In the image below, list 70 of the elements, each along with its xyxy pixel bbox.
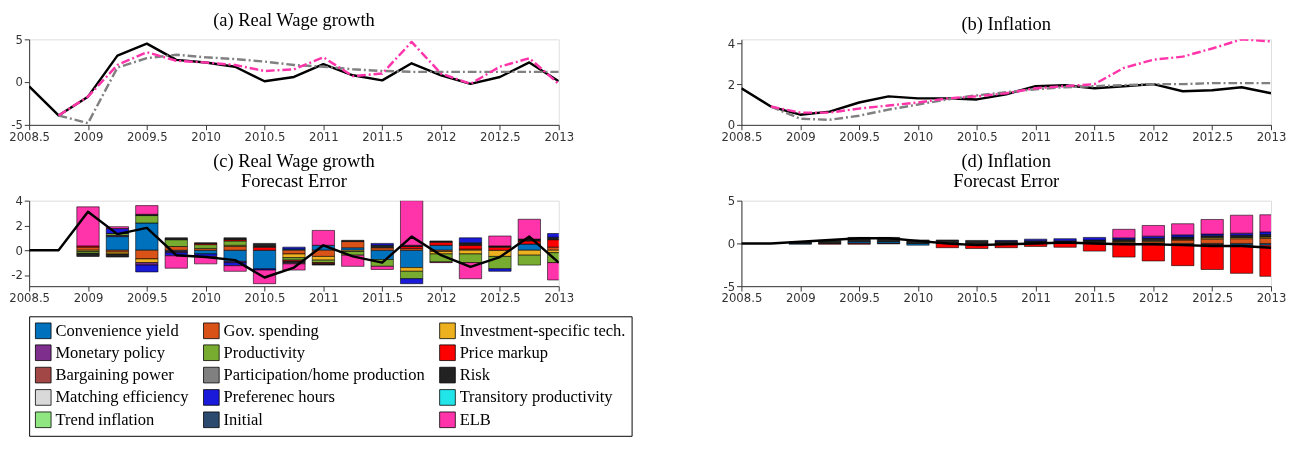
x-tick-label: 2011 (1021, 129, 1051, 144)
x-tick-label: 2010.5 (244, 129, 286, 144)
x-tick-label: 2009.5 (839, 291, 880, 306)
legend-label: Monetary policy (55, 342, 166, 362)
x-tick-label: 2010.5 (244, 291, 286, 306)
x-tick-label: 2012 (426, 291, 457, 306)
chart-subtitle: Forecast Error (953, 171, 1060, 192)
y-tick-label: -5 (723, 279, 736, 294)
y-tick-label: 0 (727, 236, 736, 251)
y-tick-label: 0 (15, 243, 23, 258)
x-tick-label: 2009 (73, 291, 104, 306)
legend-label: Price markup (459, 342, 549, 362)
chart-title: (c) Real Wage growth (213, 150, 375, 172)
legend-label: Trend inflation (55, 409, 155, 429)
x-tick-label: 2010.5 (956, 291, 998, 306)
legend-label: Initial (223, 409, 264, 429)
x-tick-label: 2010.5 (956, 129, 998, 144)
legend-label: Gov. spending (223, 320, 319, 340)
y-tick-label: 2 (727, 77, 736, 92)
y-tick-label: -2 (11, 268, 23, 283)
legend-label: ELB (459, 409, 491, 429)
y-tick-label: 5 (15, 32, 23, 47)
x-tick-label: 2009.5 (839, 129, 880, 144)
legend-label: Preferenec hours (223, 387, 335, 407)
legend-label: Convenience yield (55, 320, 180, 340)
legend-label: Risk (459, 364, 491, 384)
x-tick-label: 2011 (309, 129, 339, 144)
x-tick-label: 2011 (309, 291, 339, 306)
x-tick-label: 2012.5 (1192, 129, 1234, 144)
x-tick-label: 2012 (426, 129, 457, 144)
chart-title: (d) Inflation (961, 150, 1052, 172)
x-tick-label: 2011.5 (1074, 129, 1116, 144)
x-tick-label: 2013 (544, 129, 575, 144)
x-tick-label: 2011.5 (362, 291, 404, 306)
chart-title: (b) Inflation (961, 13, 1052, 35)
legend-label: Transitory productivity (459, 387, 614, 407)
x-tick-label: 2011.5 (362, 129, 404, 144)
x-tick-label: 2013 (1256, 291, 1287, 306)
legend-label: Matching efficiency (55, 387, 190, 407)
x-tick-label: 2011.5 (1074, 291, 1116, 306)
x-tick-label: 2010 (903, 129, 934, 144)
x-tick-label: 2011 (1021, 291, 1051, 306)
y-tick-label: 5 (727, 194, 736, 209)
x-tick-label: 2012 (1138, 129, 1169, 144)
legend-label: Investment-specific tech. (459, 320, 626, 340)
y-tick-label: 4 (727, 36, 736, 51)
x-tick-label: 2013 (1256, 129, 1287, 144)
x-tick-label: 2010 (191, 129, 221, 144)
y-tick-label: 0 (15, 75, 23, 90)
legend-label: Bargaining power (55, 364, 175, 384)
x-tick-label: 2012.5 (479, 129, 521, 144)
x-tick-label: 2013 (544, 291, 575, 306)
x-tick-label: 2009 (785, 129, 816, 144)
x-tick-label: 2009.5 (126, 129, 168, 144)
y-tick-label: 4 (15, 194, 23, 209)
x-tick-label: 2009 (785, 291, 816, 306)
legend-label: Participation/home production (223, 364, 425, 384)
x-tick-label: 2008.5 (721, 291, 763, 306)
chart-title: (a) Real Wage growth (213, 9, 375, 31)
x-tick-label: 2010 (903, 291, 934, 306)
legend-label: Productivity (223, 342, 306, 362)
x-tick-label: 2009 (73, 129, 104, 144)
chart-subtitle: Forecast Error (240, 171, 347, 192)
x-tick-label: 2012.5 (479, 291, 521, 306)
x-tick-label: 2009.5 (126, 291, 168, 306)
x-tick-label: 2010 (191, 291, 221, 306)
x-tick-label: 2012.5 (1192, 291, 1234, 306)
x-tick-label: 2012 (1138, 291, 1169, 306)
x-tick-label: 2008.5 (9, 291, 51, 306)
y-tick-label: 2 (15, 218, 23, 233)
